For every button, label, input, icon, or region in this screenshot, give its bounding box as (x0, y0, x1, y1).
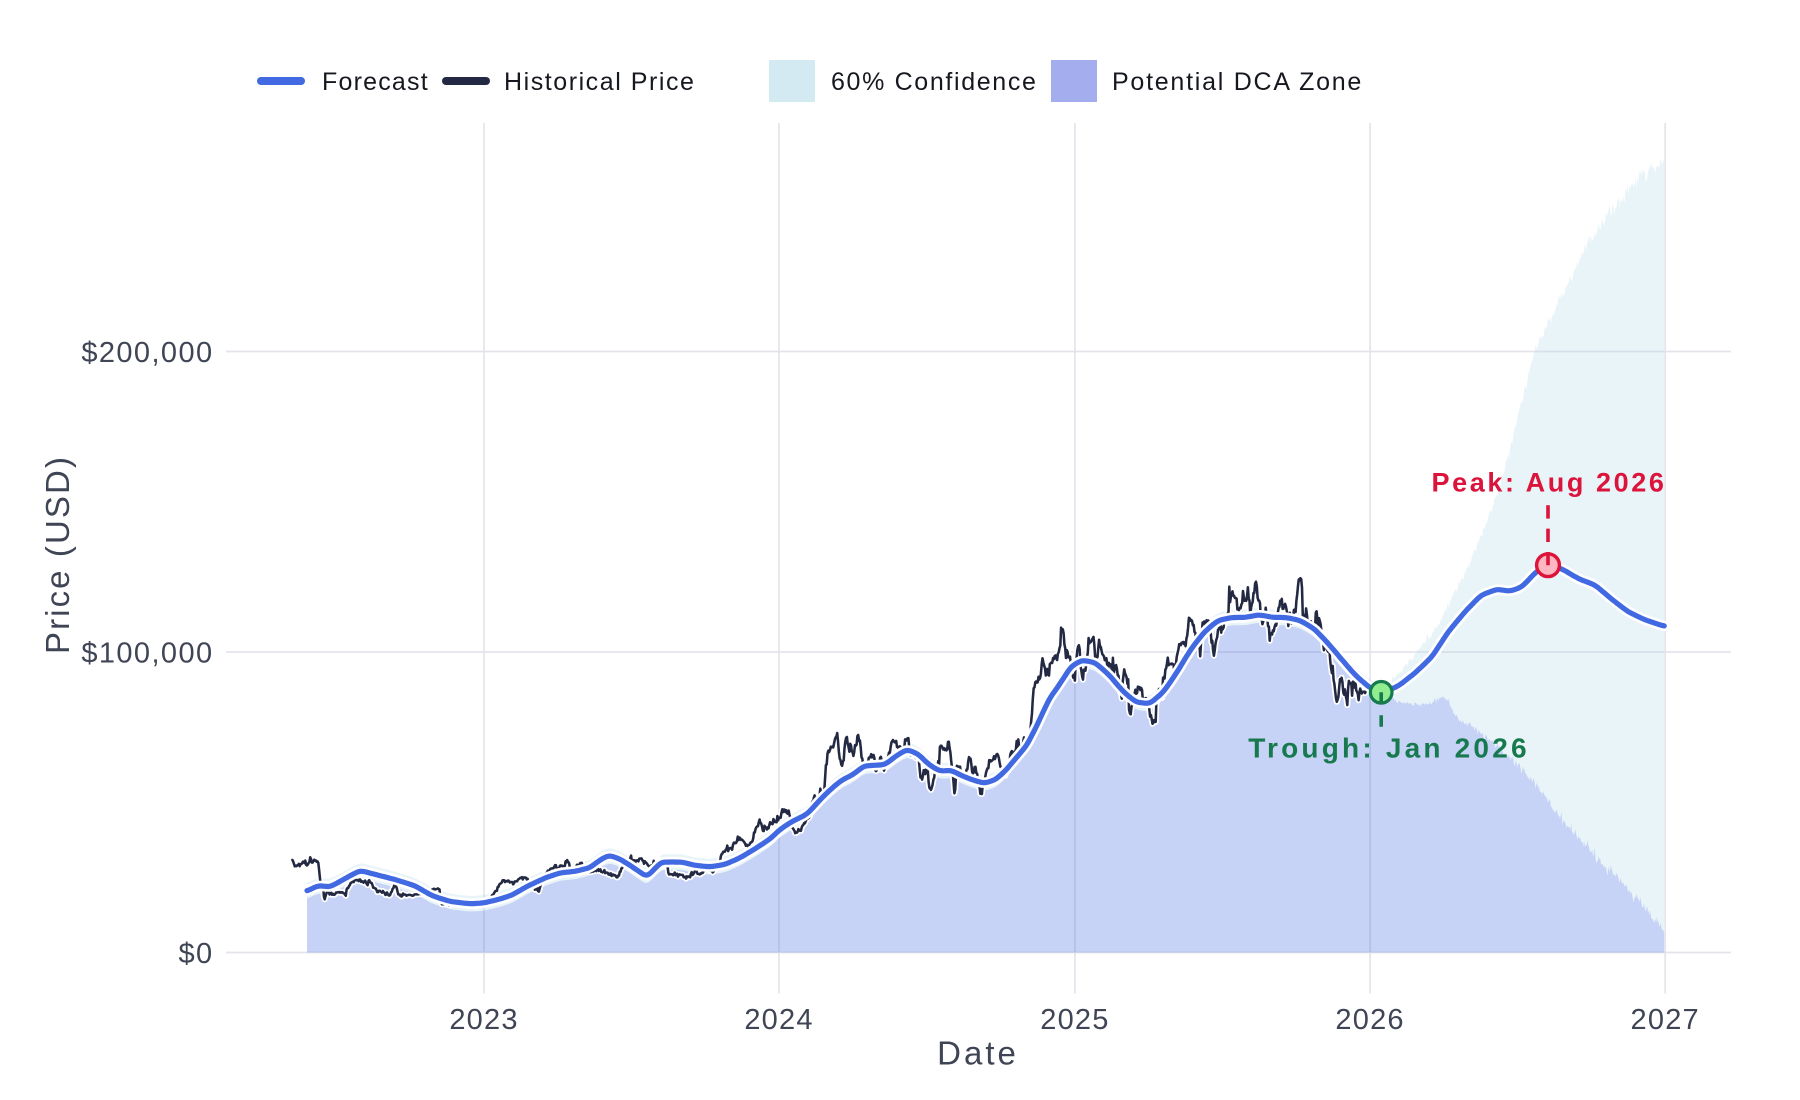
svg-text:2027: 2027 (1631, 1004, 1700, 1036)
svg-text:$0: $0 (178, 938, 213, 970)
svg-text:Price (USD): Price (USD) (39, 455, 76, 654)
svg-text:$100,000: $100,000 (81, 637, 213, 669)
svg-text:2025: 2025 (1040, 1004, 1109, 1036)
svg-text:60% Confidence: 60% Confidence (831, 68, 1038, 96)
svg-text:Historical Price: Historical Price (504, 68, 696, 96)
svg-text:Peak: Aug 2026: Peak: Aug 2026 (1432, 468, 1667, 498)
svg-text:$200,000: $200,000 (81, 337, 213, 369)
svg-text:Trough: Jan 2026: Trough: Jan 2026 (1248, 733, 1530, 764)
svg-text:Potential DCA Zone: Potential DCA Zone (1112, 68, 1363, 96)
svg-text:Forecast: Forecast (322, 68, 429, 96)
svg-text:2026: 2026 (1335, 1004, 1404, 1036)
svg-text:Date: Date (937, 1035, 1019, 1072)
svg-text:2023: 2023 (449, 1004, 518, 1036)
svg-text:2024: 2024 (744, 1004, 813, 1036)
